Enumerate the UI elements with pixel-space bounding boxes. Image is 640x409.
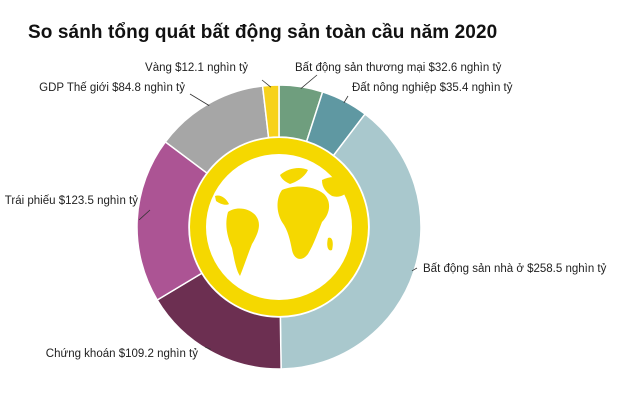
globe-icon <box>215 167 350 276</box>
slice-label-3: Chứng khoán $109.2 nghìn tỷ <box>46 348 198 360</box>
slice-label-4: Trái phiếu $123.5 nghìn tỷ <box>5 195 138 207</box>
leader-line-2 <box>411 267 418 272</box>
leader-line-3 <box>204 346 212 350</box>
chart-title: So sánh tổng quát bất động sản toàn cầu … <box>28 22 498 43</box>
slice-label-0: Bất động sản thương mại $32.6 nghìn tỷ <box>295 62 502 74</box>
leader-line-4 <box>138 209 151 221</box>
slice-label-2: Bất động sản nhà ở $258.5 nghìn tỷ <box>423 263 607 275</box>
globe-center <box>189 137 369 317</box>
slice-label-1: Đất nông nghiệp $35.4 nghìn tỷ <box>352 82 513 94</box>
slice-label-5: GDP Thế giới $84.8 nghìn tỷ <box>39 82 185 94</box>
leader-line-1 <box>343 95 349 104</box>
leader-line-0 <box>300 74 318 90</box>
leader-line-6 <box>261 79 272 88</box>
slice-label-6: Vàng $12.1 nghìn tỷ <box>145 62 248 74</box>
leader-line-5 <box>189 93 210 106</box>
